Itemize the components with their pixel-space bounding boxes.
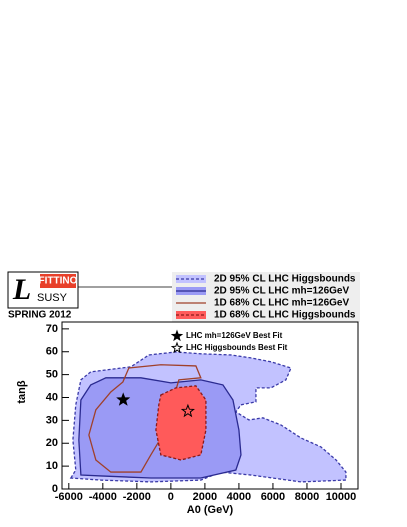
x-axis-label: A0 (GeV) xyxy=(187,504,234,516)
y-tick-label: 70 xyxy=(46,323,58,335)
logo-letter: L xyxy=(12,273,31,306)
contour-region xyxy=(155,385,207,461)
legend-star xyxy=(170,341,184,354)
y-tick-label: 30 xyxy=(46,414,58,426)
y-tick-label: 10 xyxy=(46,460,58,472)
logo-red xyxy=(40,274,76,288)
legend-label: LHC mh=126GeV Best Fit xyxy=(186,331,283,340)
x-tick-label: 2000 xyxy=(193,491,217,503)
best-fit-star xyxy=(116,392,131,406)
legend-label: LHC Higgsbounds Best Fit xyxy=(186,343,288,352)
y-tick-label: 0 xyxy=(52,483,58,495)
legend-label: 1D 68% CL LHC Higgsbounds xyxy=(214,310,356,321)
x-tick-label: 8000 xyxy=(295,491,319,503)
x-tick-label: 6000 xyxy=(261,491,285,503)
y-tick-label: 60 xyxy=(46,346,58,358)
legend-star xyxy=(170,329,184,342)
legend-label: 2D 95% CL LHC Higgsbounds xyxy=(214,274,356,285)
contour-region xyxy=(88,364,202,473)
logo-bottom: SUSY xyxy=(37,292,68,304)
y-tick-label: 20 xyxy=(46,437,58,449)
legend-label: 2D 95% CL LHC mh=126GeV xyxy=(214,286,349,297)
x-tick-label: 4000 xyxy=(227,491,251,503)
logo-top: FITTINO xyxy=(39,276,78,287)
plot-frame xyxy=(61,321,359,490)
legend-label: 1D 68% CL LHC mh=126GeV xyxy=(214,298,349,309)
x-tick-label: -6000 xyxy=(55,491,83,503)
x-tick-label: -2000 xyxy=(123,491,151,503)
x-tick-label: 10000 xyxy=(326,491,357,503)
logo-caption: SPRING 2012 xyxy=(8,310,72,321)
y-axis-label: tanβ xyxy=(16,380,28,404)
best-fit-star xyxy=(180,403,195,418)
y-tick-label: 50 xyxy=(46,369,58,381)
x-tick-label: 0 xyxy=(168,491,174,503)
y-tick-label: 40 xyxy=(46,391,58,403)
x-tick-label: -4000 xyxy=(89,491,117,503)
